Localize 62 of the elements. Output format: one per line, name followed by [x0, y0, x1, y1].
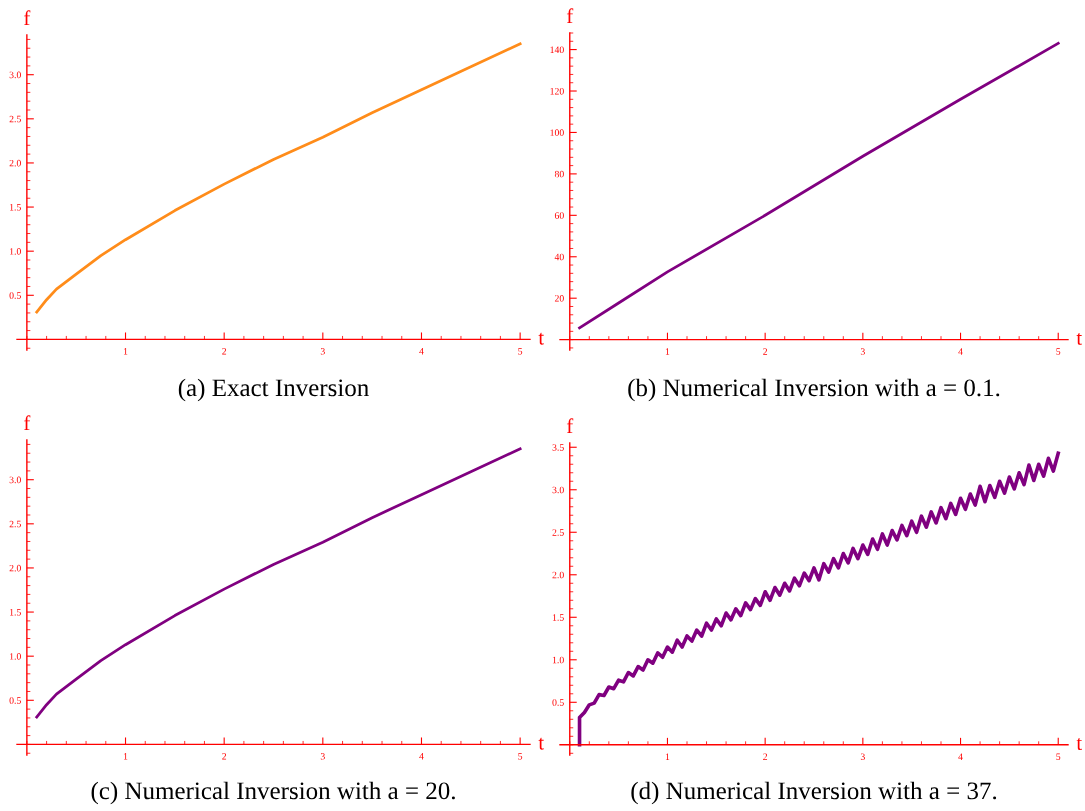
y-tick-label: 140 — [550, 46, 564, 54]
y-tick-label: 2.0 — [9, 564, 21, 572]
y-tick-label: 80 — [554, 170, 564, 178]
y-tick-label: 1.5 — [10, 204, 21, 211]
line-series — [577, 451, 1061, 747]
x-axis-title: t — [538, 332, 544, 345]
x-axis-title: t — [1076, 738, 1082, 751]
text: (a) Exact Inversion — [178, 378, 369, 402]
y-tick-label: 3.0 — [552, 486, 564, 494]
x-tick-label: 5 — [1056, 753, 1061, 760]
y-tick-label: 3.0 — [9, 71, 21, 79]
y-tick-label: 1.0 — [10, 653, 21, 660]
text: (c) Numerical Inversion with a = 20. — [91, 781, 455, 805]
line-series — [578, 41, 1060, 330]
line-series — [35, 447, 522, 719]
y-tick-label: 1.0 — [10, 248, 21, 255]
y-tick-label: 2.5 — [9, 520, 21, 528]
x-tick-label: 1 — [123, 753, 128, 760]
y-tick-label: 1.0 — [552, 656, 564, 664]
x-axis-title: t — [1076, 332, 1082, 345]
y-axis-title: f — [24, 10, 31, 26]
x-tick-label: 1 — [123, 348, 128, 355]
x-tick-label: 2 — [222, 753, 227, 760]
x-tick-label: 1 — [665, 348, 670, 355]
x-tick-label: 5 — [518, 348, 523, 355]
x-tick-label: 3 — [320, 348, 325, 355]
y-tick-label: 0.5 — [9, 697, 21, 704]
y-tick-label: 2.0 — [552, 571, 564, 579]
y-tick-label: 3.5 — [552, 444, 564, 451]
x-tick-label: 5 — [1056, 348, 1061, 355]
x-axis-title: t — [538, 737, 544, 750]
y-axis-title: f — [24, 415, 31, 431]
y-tick-label: 20 — [554, 295, 564, 302]
y-tick-label: 100 — [550, 129, 564, 136]
x-tick-label: 5 — [518, 753, 523, 760]
y-tick-label: 120 — [550, 87, 564, 95]
x-tick-label: 3 — [320, 753, 325, 760]
y-tick-label: 2.5 — [552, 529, 564, 536]
y-tick-label: 60 — [554, 212, 564, 219]
y-tick-label: 1.5 — [552, 614, 564, 621]
y-tick-label: 1.5 — [10, 609, 21, 616]
y-tick-label: 2.0 — [9, 159, 21, 167]
x-tick-label: 4 — [958, 753, 963, 760]
y-axis-title: f — [566, 8, 574, 24]
x-tick-label: 4 — [958, 348, 963, 355]
x-tick-label: 2 — [763, 753, 768, 760]
x-tick-label: 3 — [860, 348, 865, 355]
x-tick-label: 1 — [665, 753, 670, 760]
text: (d) Numerical Inversion with a = 37. — [631, 781, 997, 805]
line-series — [35, 42, 522, 314]
y-tick-label: 0.5 — [9, 292, 21, 299]
y-tick-label: 0.5 — [552, 699, 564, 706]
y-tick-label: 2.5 — [9, 115, 21, 123]
y-tick-label: 40 — [554, 253, 564, 261]
x-tick-label: 3 — [860, 753, 865, 760]
y-tick-label: 3.0 — [9, 476, 21, 484]
x-tick-label: 2 — [222, 348, 227, 355]
x-tick-label: 4 — [419, 348, 424, 355]
y-axis-title: f — [566, 418, 574, 434]
x-tick-label: 2 — [763, 348, 768, 355]
text: (b) Numerical Inversion with a = 0.1. — [628, 378, 1000, 402]
x-tick-label: 4 — [419, 753, 424, 760]
